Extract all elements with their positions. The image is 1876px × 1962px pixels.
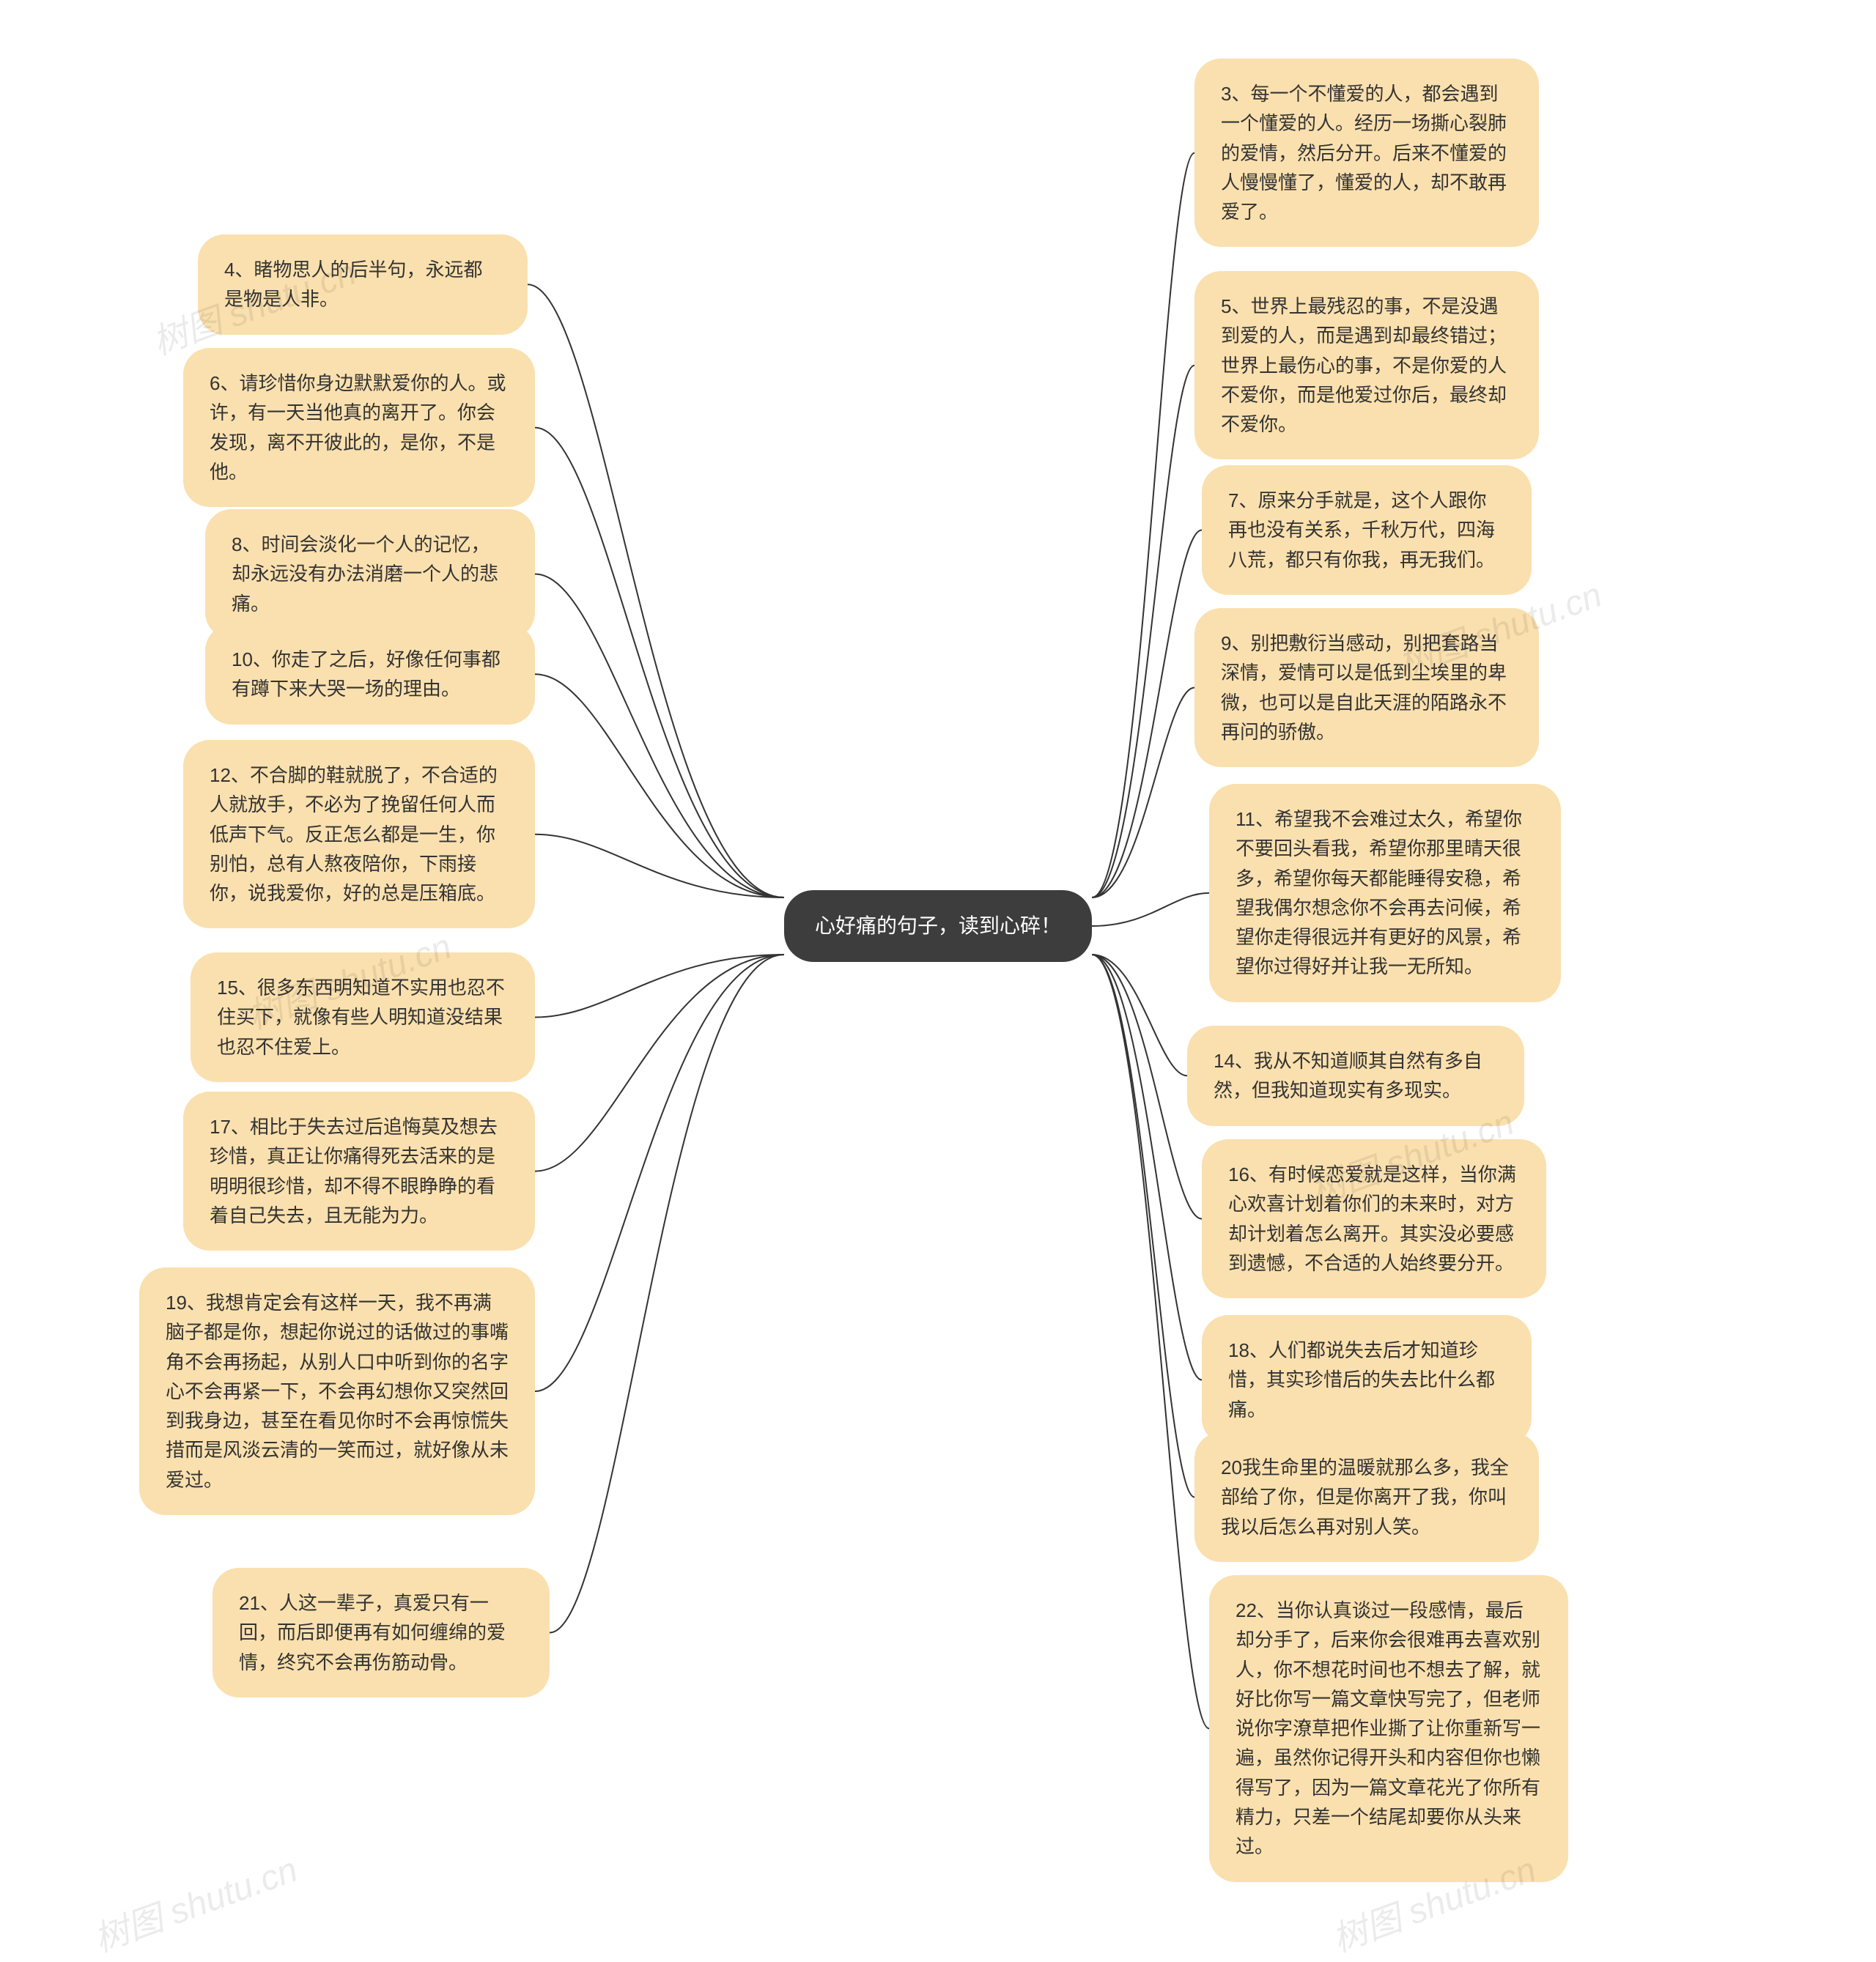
right-node-4: 11、希望我不会难过太久，希望你不要回头看我，希望你那里晴天很多，希望你每天都能… [1209,784,1561,1002]
left-node-7: 19、我想肯定会有这样一天，我不再满脑子都是你，想起你说过的话做过的事嘴角不会再… [139,1267,535,1515]
left-node-6: 17、相比于失去过后追悔莫及想去珍惜，真正让你痛得死去活来的是明明很珍惜，却不得… [183,1092,535,1251]
left-node-8: 21、人这一辈子，真爱只有一回，而后即便再有如何缠绵的爱情，终究不会再伤筋动骨。 [213,1568,550,1698]
center-node: 心好痛的句子，读到心碎！ [784,890,1092,962]
center-text: 心好痛的句子，读到心碎！ [815,911,1061,941]
left-node-4: 12、不合脚的鞋就脱了，不合适的人就放手，不必为了挽留任何人而低声下气。反正怎么… [183,740,535,928]
right-node-5: 14、我从不知道顺其自然有多自然，但我知道现实有多现实。 [1187,1026,1524,1126]
left-node-2: 8、时间会淡化一个人的记忆，却永远没有办法消磨一个人的悲痛。 [205,509,535,639]
left-node-3: 10、你走了之后，好像任何事都有蹲下来大哭一场的理由。 [205,624,535,725]
left-node-1: 6、请珍惜你身边默默爱你的人。或许，有一天当他真的离开了。你会发现，离不开彼此的… [183,348,535,507]
right-node-1: 5、世界上最残忍的事，不是没遇到爱的人，而是遇到却最终错过；世界上最伤心的事，不… [1194,271,1539,459]
right-node-2: 7、原来分手就是，这个人跟你再也没有关系，千秋万代，四海八荒，都只有你我，再无我… [1202,465,1532,595]
right-node-6: 16、有时候恋爱就是这样，当你满心欢喜计划着你们的未来时，对方却计划着怎么离开。… [1202,1139,1546,1298]
right-node-3: 9、别把敷衍当感动，别把套路当深情，爱情可以是低到尘埃里的卑微，也可以是自此天涯… [1194,608,1539,767]
mindmap-canvas: 心好痛的句子，读到心碎！ 4、睹物思人的后半句，永远都是物是人非。 6、请珍惜你身… [0,0,1876,1946]
left-node-5: 15、很多东西明知道不实用也忍不住买下，就像有些人明知道没结果也忍不住爱上。 [191,952,535,1082]
right-node-9: 22、当你认真谈过一段感情，最后却分手了，后来你会很难再去喜欢别人，你不想花时间… [1209,1575,1568,1882]
right-node-0: 3、每一个不懂爱的人，都会遇到一个懂爱的人。经历一场撕心裂肺的爱情，然后分开。后… [1194,59,1539,247]
right-node-7: 18、人们都说失去后才知道珍惜，其实珍惜后的失去比什么都痛。 [1202,1315,1532,1445]
left-node-0: 4、睹物思人的后半句，永远都是物是人非。 [198,234,528,335]
watermark-4: 树图 shutu.cn [86,1840,303,1961]
right-node-8: 20我生命里的温暖就那么多，我全部给了你，但是你离开了我，你叫我以后怎么再对别人… [1194,1432,1539,1562]
